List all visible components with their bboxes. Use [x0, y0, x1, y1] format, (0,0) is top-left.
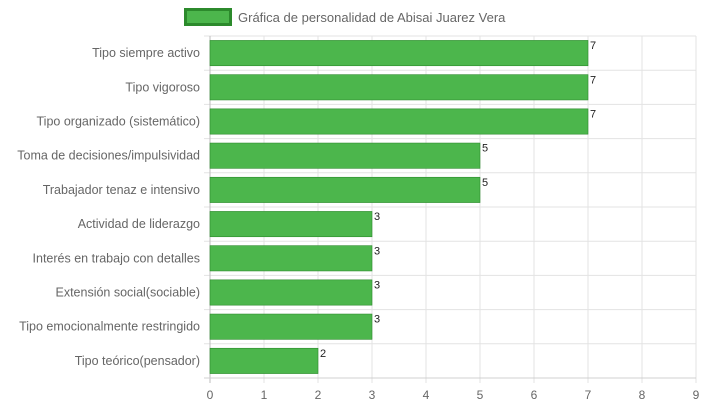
- x-tick-label: 2: [315, 388, 322, 402]
- data-label: 7: [590, 40, 596, 52]
- y-tick-label: Actividad de liderazgo: [78, 217, 200, 231]
- y-tick-label: Tipo vigoroso: [125, 80, 200, 94]
- bar[interactable]: [209, 347, 319, 374]
- x-tick-label: 7: [585, 388, 592, 402]
- x-tick-label: 4: [423, 388, 430, 402]
- bar[interactable]: [209, 108, 589, 135]
- y-tick-label: Extensión social(sociable): [55, 286, 200, 300]
- data-label: 3: [374, 211, 380, 223]
- chart-legend[interactable]: Gráfica de personalidad de Abisai Juarez…: [184, 8, 505, 26]
- y-tick-label: Interés en trabajo con detalles: [33, 251, 200, 265]
- bar[interactable]: [209, 211, 373, 238]
- bar[interactable]: [209, 40, 589, 67]
- x-tick-label: 8: [639, 388, 646, 402]
- data-label: 7: [590, 74, 596, 86]
- data-label: 3: [374, 245, 380, 257]
- x-tick-label: 9: [693, 388, 700, 402]
- bar[interactable]: [209, 176, 481, 203]
- data-label: 5: [482, 143, 488, 155]
- y-tick-label: Tipo emocionalmente restringido: [19, 320, 200, 334]
- data-label: 2: [320, 348, 326, 360]
- bar[interactable]: [209, 142, 481, 169]
- legend-swatch: [184, 8, 232, 26]
- y-tick-label: Toma de decisiones/impulsividad: [17, 149, 200, 163]
- legend-label: Gráfica de personalidad de Abisai Juarez…: [238, 9, 506, 25]
- x-tick-label: 6: [531, 388, 538, 402]
- x-tick-label: 0: [207, 388, 214, 402]
- y-tick-label: Trabajador tenaz e intensivo: [43, 183, 200, 197]
- bar[interactable]: [209, 279, 373, 306]
- data-label: 3: [374, 314, 380, 326]
- x-tick-label: 3: [369, 388, 376, 402]
- data-label: 5: [482, 177, 488, 189]
- bar[interactable]: [209, 313, 373, 340]
- y-tick-label: Tipo organizado (sistemático): [37, 115, 201, 129]
- data-label: 7: [590, 109, 596, 121]
- bar[interactable]: [209, 245, 373, 272]
- x-tick-label: 5: [477, 388, 484, 402]
- x-tick-label: 1: [261, 388, 268, 402]
- y-tick-label: Tipo teórico(pensador): [75, 354, 200, 368]
- data-label: 3: [374, 280, 380, 292]
- bar[interactable]: [209, 74, 589, 101]
- y-tick-label: Tipo siempre activo: [92, 46, 200, 60]
